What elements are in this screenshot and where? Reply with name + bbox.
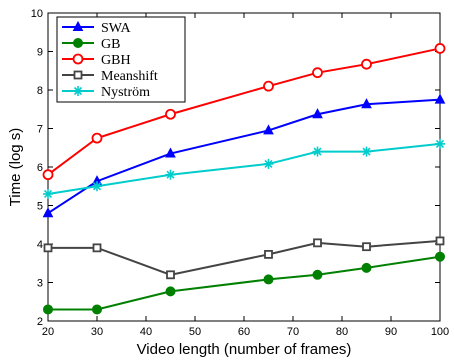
data-point-gbh: [42, 169, 54, 181]
y-tick-label: 7: [37, 124, 43, 136]
legend-label-swa: SWA: [101, 21, 131, 36]
data-point-meanshift: [166, 270, 175, 280]
series-swa: [42, 93, 446, 218]
data-point-meanshift: [313, 238, 322, 248]
data-point-meanshift: [435, 236, 445, 246]
y-axis: 2 3 4 5 6 7 8 9 10: [31, 8, 440, 328]
y-tick-label: 10: [31, 8, 43, 20]
legend-marker-gbh: [72, 53, 84, 65]
data-point-gbh: [434, 43, 446, 54]
legend-label-gbh: GBH: [101, 53, 131, 68]
y-tick-label: 6: [37, 162, 43, 174]
legend-entry-meanshift: Meanshift: [62, 69, 158, 84]
legend-entry-gb: GB: [62, 37, 120, 52]
star-stroke: [92, 182, 102, 191]
data-point-gb: [435, 251, 445, 262]
data-point-swa: [361, 98, 372, 109]
legend-entry-gbh: GBH: [62, 53, 131, 68]
legend-marker-gb: [73, 38, 83, 48]
x-tick-label: 50: [189, 326, 201, 338]
data-point-swa: [165, 147, 176, 158]
x-axis-label: Video length (number of frames): [137, 341, 352, 358]
data-point-gb: [92, 304, 102, 315]
data-point-nystr-m: [43, 188, 53, 199]
x-tick-label: 60: [238, 326, 250, 338]
data-point-swa: [312, 108, 323, 119]
y-tick-label: 8: [37, 85, 43, 97]
legend-label-gb: GB: [101, 37, 120, 52]
data-point-gb: [312, 269, 323, 280]
data-point-gb: [263, 274, 274, 285]
legend-entry-nystr-m: Nyström: [62, 85, 150, 100]
data-point-swa: [42, 207, 54, 218]
y-tick-label: 2: [37, 316, 43, 328]
data-point-gb: [165, 286, 176, 297]
y-axis-label: Time (log s): [7, 128, 24, 207]
data-point-swa: [434, 93, 446, 104]
series-layer: [42, 43, 446, 315]
x-tick-label: 40: [140, 326, 152, 338]
data-point-gbh: [263, 80, 274, 92]
legend-marker-nystr-m: [73, 86, 83, 96]
x-tick-label: 100: [431, 326, 449, 338]
data-point-meanshift: [92, 243, 102, 253]
x-tick-label: 20: [42, 326, 54, 338]
legend-marker-swa: [72, 20, 84, 31]
x-tick-label: 30: [91, 326, 103, 338]
data-point-nystr-m: [92, 181, 102, 192]
star-stroke: [43, 189, 53, 199]
data-point-nystr-m: [263, 158, 274, 169]
data-point-nystr-m: [435, 138, 445, 149]
x-axis: 20 30 40 50 60 70 80 90 100: [42, 13, 449, 338]
x-tick-label: 80: [336, 326, 348, 338]
y-tick-label: 3: [37, 278, 43, 290]
data-point-meanshift: [43, 243, 53, 253]
data-point-nystr-m: [361, 146, 372, 157]
series-gb: [43, 251, 445, 315]
star-stroke: [313, 147, 322, 156]
star-stroke: [73, 86, 83, 96]
legend-label-meanshift: Meanshift: [101, 69, 158, 84]
legend-marker-meanshift: [73, 70, 83, 80]
legend-label-nystr-m: Nyström: [101, 85, 150, 100]
star-stroke: [362, 147, 371, 156]
data-point-swa: [263, 124, 274, 135]
data-point-nystr-m: [312, 146, 323, 157]
data-point-gbh: [361, 58, 372, 70]
data-point-gb: [361, 262, 372, 273]
series-meanshift: [43, 236, 445, 280]
y-tick-label: 5: [37, 201, 43, 213]
series-nystr-m: [43, 138, 445, 199]
data-point-meanshift: [362, 242, 371, 252]
x-tick-label: 90: [385, 326, 397, 338]
data-point-gb: [43, 304, 53, 315]
y-tick-label: 4: [37, 239, 43, 251]
legend-entry-swa: SWA: [62, 20, 131, 36]
data-point-gbh: [91, 132, 103, 144]
data-point-gbh: [165, 108, 176, 120]
star-stroke: [166, 170, 175, 179]
series-gbh: [42, 43, 446, 181]
data-point-meanshift: [264, 249, 273, 259]
data-point-gbh: [312, 67, 323, 79]
star-stroke: [435, 139, 445, 148]
x-tick-label: 70: [287, 326, 299, 338]
data-point-nystr-m: [165, 169, 176, 180]
star-stroke: [264, 159, 273, 168]
y-tick-label: 9: [37, 47, 43, 59]
